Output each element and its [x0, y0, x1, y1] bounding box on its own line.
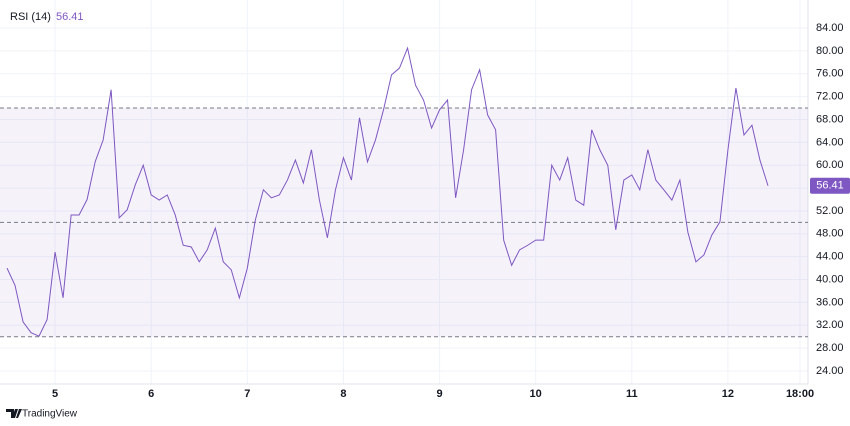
y-tick-label: 72.00: [816, 91, 844, 103]
y-tick-label: 24.00: [816, 365, 844, 377]
y-tick-label: 80.00: [816, 45, 844, 57]
x-tick-label: 18:00: [786, 388, 814, 400]
x-tick-label: 7: [244, 388, 250, 400]
last-value-label: 56.41: [816, 180, 844, 192]
y-tick-label: 40.00: [816, 273, 844, 285]
x-tick-label: 8: [340, 388, 346, 400]
x-tick-label: 12: [722, 388, 734, 400]
y-tick-label: 64.00: [816, 136, 844, 148]
indicator-title: RSI (14): [10, 11, 51, 23]
brand-name: TradingView: [22, 409, 78, 420]
y-tick-label: 60.00: [816, 159, 844, 171]
y-tick-label: 36.00: [816, 296, 844, 308]
brand-logo: [6, 409, 22, 418]
y-tick-label: 48.00: [816, 228, 844, 240]
y-tick-label: 76.00: [816, 68, 844, 80]
x-tick-label: 11: [626, 388, 638, 400]
rsi-line: [6, 46, 769, 337]
x-tick-label: 5: [52, 388, 58, 400]
indicator-value: 56.41: [56, 11, 84, 23]
last-value-badge: [810, 177, 850, 194]
y-tick-label: 32.00: [816, 319, 844, 331]
y-tick-label: 52.00: [816, 205, 844, 217]
y-tick-label: 84.00: [816, 22, 844, 34]
x-tick-label: 10: [530, 388, 542, 400]
x-tick-label: 9: [437, 388, 443, 400]
y-tick-label: 44.00: [816, 251, 844, 263]
x-tick-label: 6: [148, 388, 154, 400]
y-tick-label: 28.00: [816, 342, 844, 354]
y-tick-label: 68.00: [816, 113, 844, 125]
